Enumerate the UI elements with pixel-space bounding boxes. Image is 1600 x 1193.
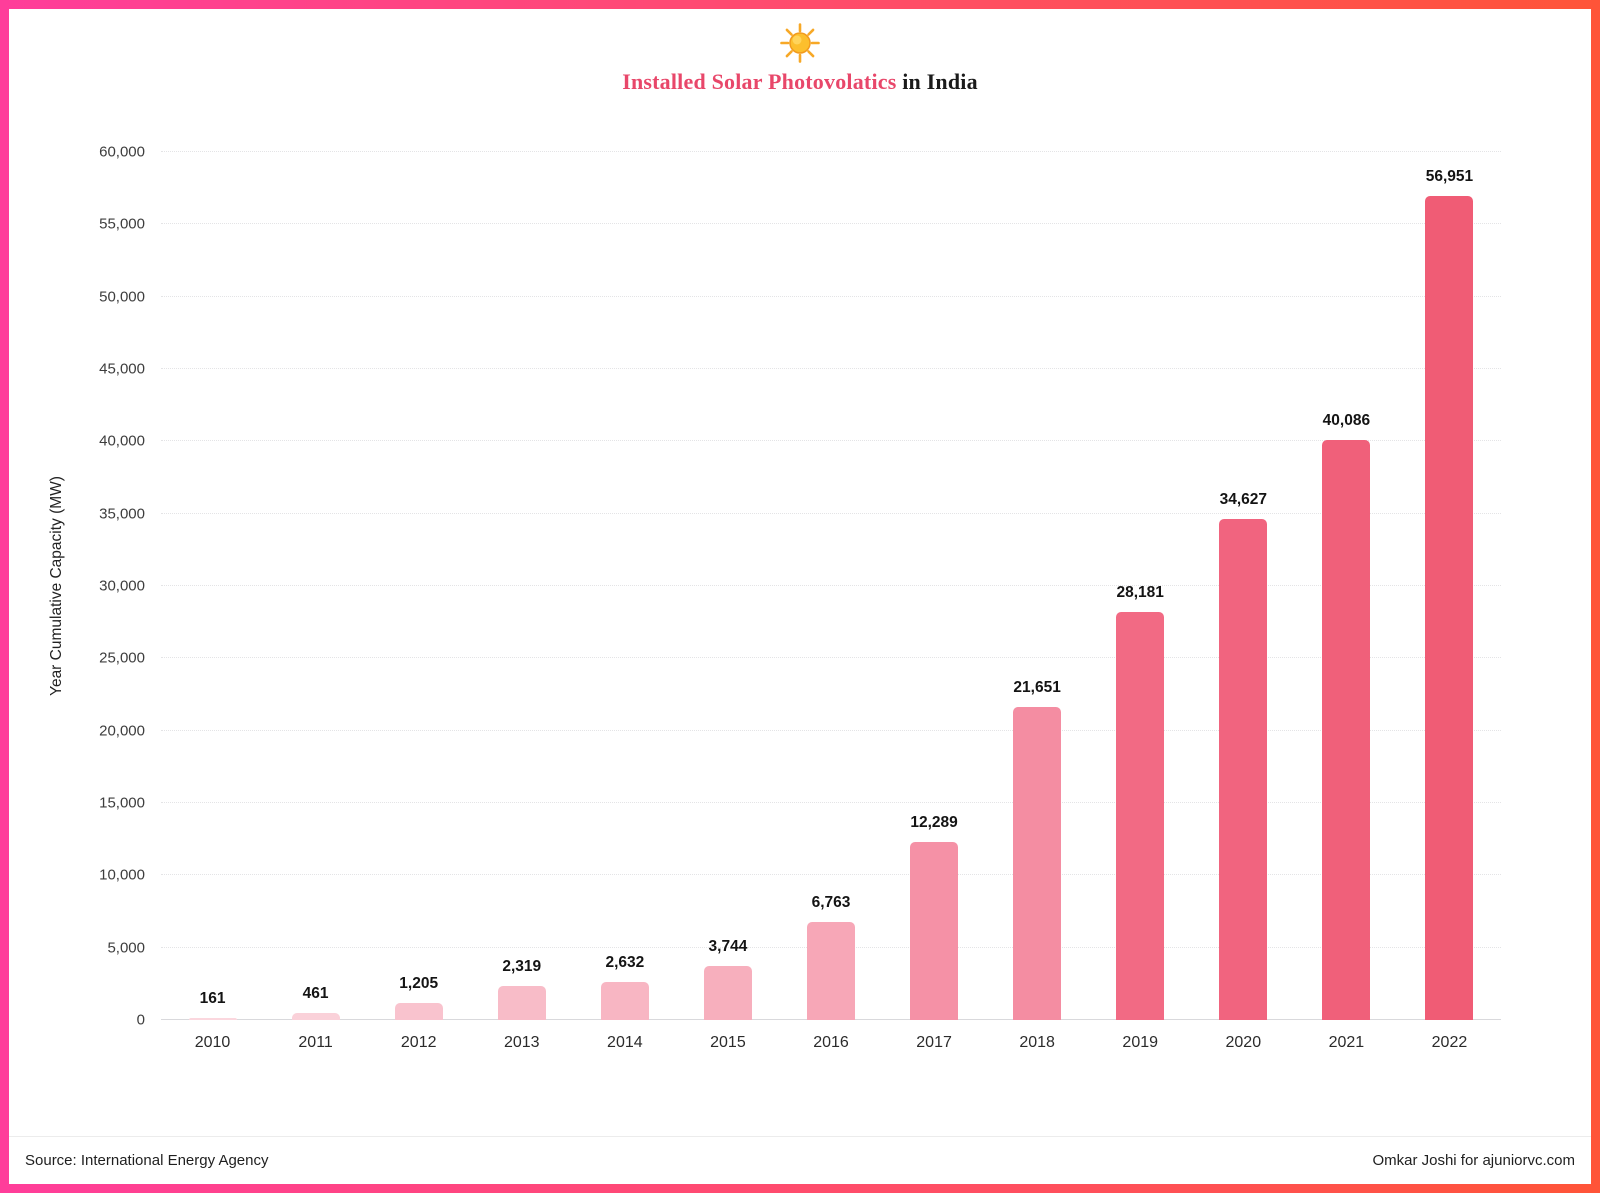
y-tick-label: 45,000 [99, 360, 145, 378]
footer: Source: International Energy Agency Omka… [9, 1136, 1591, 1184]
y-tick-label: 55,000 [99, 215, 145, 233]
gridline [161, 512, 1501, 514]
bar-2016[interactable] [807, 922, 855, 1020]
x-tick-label: 2018 [1019, 1034, 1055, 1051]
x-tick-label: 2011 [298, 1034, 333, 1051]
y-tick-label: 50,000 [99, 288, 145, 306]
bar-2013[interactable] [497, 986, 546, 1020]
page-title: Installed Solar Photovolatics in India [9, 69, 1591, 95]
y-tick-label: 20,000 [99, 722, 145, 740]
x-tick-label: 2010 [194, 1034, 231, 1051]
gridline [161, 802, 1501, 803]
y-tick-label: 0 [136, 1011, 145, 1029]
gridline [161, 295, 1501, 297]
bar-value-label: 2,632 [605, 953, 645, 971]
y-tick-label: 40,000 [99, 432, 145, 450]
sun-icon [780, 23, 820, 63]
bar-2020[interactable] [1219, 519, 1268, 1020]
y-tick-label: 25,000 [99, 649, 145, 667]
bar-value-label: 12,289 [910, 814, 958, 832]
bar-value-label: 56,951 [1425, 168, 1474, 186]
bar-value-label: 461 [302, 985, 329, 1003]
bar-value-label: 2,319 [502, 958, 542, 976]
bar-value-label: 161 [199, 989, 226, 1007]
plot-area: 0 5,000 10,000 15,000 20,000 25,000 30,000 35,0… [99, 144, 1501, 1051]
x-tick-label: 2012 [400, 1034, 437, 1051]
gridline [161, 368, 1501, 369]
y-tick-label: 5,000 [107, 939, 145, 957]
gridline [161, 657, 1501, 659]
bar-2017[interactable] [910, 842, 959, 1020]
bar-2011[interactable] [291, 1013, 340, 1020]
bar-value-label: 40,086 [1322, 412, 1371, 430]
x-tick-label: 2020 [1225, 1034, 1262, 1051]
bar-2019[interactable] [1116, 612, 1165, 1020]
source-text: Source: International Energy Agency [25, 1152, 269, 1169]
x-tick-label: 2013 [503, 1034, 540, 1051]
y-tick-label: 35,000 [99, 505, 145, 523]
chart-header: Installed Solar Photovolatics in India [9, 23, 1591, 95]
bar-value-label: 1,205 [399, 974, 439, 992]
bar-2018[interactable] [1013, 706, 1062, 1020]
y-tick-label: 30,000 [99, 577, 145, 595]
x-tick-label: 2022 [1431, 1034, 1468, 1051]
x-tick-label: 2015 [710, 1034, 746, 1051]
credit-text: Omkar Joshi for ajuniorvc.com [1372, 1152, 1575, 1169]
y-tick-label: 10,000 [99, 866, 145, 884]
bar-2010[interactable] [188, 1017, 237, 1020]
page-title-accent: Installed Solar Photovolatics [622, 69, 897, 94]
gridline [161, 151, 1501, 152]
gridline [161, 585, 1501, 586]
x-tick-label: 2019 [1122, 1034, 1159, 1051]
y-tick-label: 60,000 [99, 143, 145, 161]
bar-2014[interactable] [600, 981, 649, 1020]
chart-page: Installed Solar Photovolatics in India Y… [9, 9, 1591, 1184]
bar-value-label: 3,744 [708, 937, 748, 955]
bar-value-label: 34,627 [1219, 491, 1268, 509]
x-tick-label: 2017 [916, 1034, 952, 1051]
bar-2021[interactable] [1322, 440, 1371, 1020]
bar-value-label: 6,763 [811, 894, 851, 912]
bar-value-label: 28,181 [1116, 584, 1164, 602]
y-tick-label: 15,000 [99, 794, 145, 812]
page-title-rest: in India [896, 69, 978, 94]
gridline [161, 223, 1501, 225]
x-tick-label: 2021 [1328, 1034, 1365, 1051]
bar-2015[interactable] [703, 965, 752, 1020]
x-tick-label: 2014 [607, 1034, 643, 1051]
x-tick-label: 2016 [813, 1034, 849, 1051]
bar-2022[interactable] [1425, 196, 1474, 1020]
bar-2012[interactable] [394, 1002, 443, 1020]
gridline [161, 874, 1501, 876]
gridline [161, 440, 1501, 442]
bar-value-label: 21,651 [1013, 678, 1061, 696]
gridline [161, 729, 1501, 731]
y-axis-title: Year Cumulative Capacity (MW) [48, 476, 65, 696]
